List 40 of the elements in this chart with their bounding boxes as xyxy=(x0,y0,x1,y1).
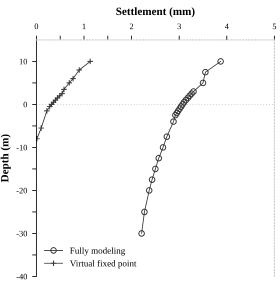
x-tick-label: 2 xyxy=(130,24,134,30)
point xyxy=(148,176,156,183)
y-tick-label: -40 xyxy=(16,274,28,280)
point xyxy=(180,99,188,106)
x-tick-label: 0 xyxy=(34,24,38,30)
point xyxy=(186,92,193,100)
x-tick-label: 1 xyxy=(82,24,86,30)
point xyxy=(155,154,162,162)
y-tick-label: -20 xyxy=(16,188,28,194)
point xyxy=(170,118,177,125)
legend-label: Fully modeling xyxy=(70,247,126,256)
x-axis-title: Settlement (mm) xyxy=(116,7,195,18)
y-axis-title: Depth (m) xyxy=(0,134,11,182)
point xyxy=(184,94,192,102)
point xyxy=(146,187,152,194)
point xyxy=(182,96,190,104)
y-tick-label: -30 xyxy=(16,230,28,236)
x-tick-label: 5 xyxy=(272,24,276,30)
point xyxy=(174,108,182,114)
point xyxy=(190,88,197,95)
point xyxy=(141,208,148,216)
x-tick-label: 4 xyxy=(224,24,229,30)
point xyxy=(176,105,183,112)
y-tick-label: 0 xyxy=(24,102,28,108)
point xyxy=(172,112,179,118)
y-tick-label: 10 xyxy=(20,58,28,64)
point xyxy=(217,58,224,65)
point xyxy=(174,110,180,116)
point xyxy=(164,133,170,140)
point xyxy=(138,230,145,237)
point xyxy=(178,103,184,110)
x-tick-label: 3 xyxy=(178,24,181,30)
point xyxy=(160,144,166,151)
legend-label: Virtual fixed point xyxy=(70,260,136,268)
point xyxy=(188,90,195,97)
point xyxy=(179,101,186,108)
point xyxy=(200,80,206,86)
point xyxy=(152,166,159,172)
point xyxy=(202,68,209,76)
y-tick-label: -10 xyxy=(16,144,28,150)
